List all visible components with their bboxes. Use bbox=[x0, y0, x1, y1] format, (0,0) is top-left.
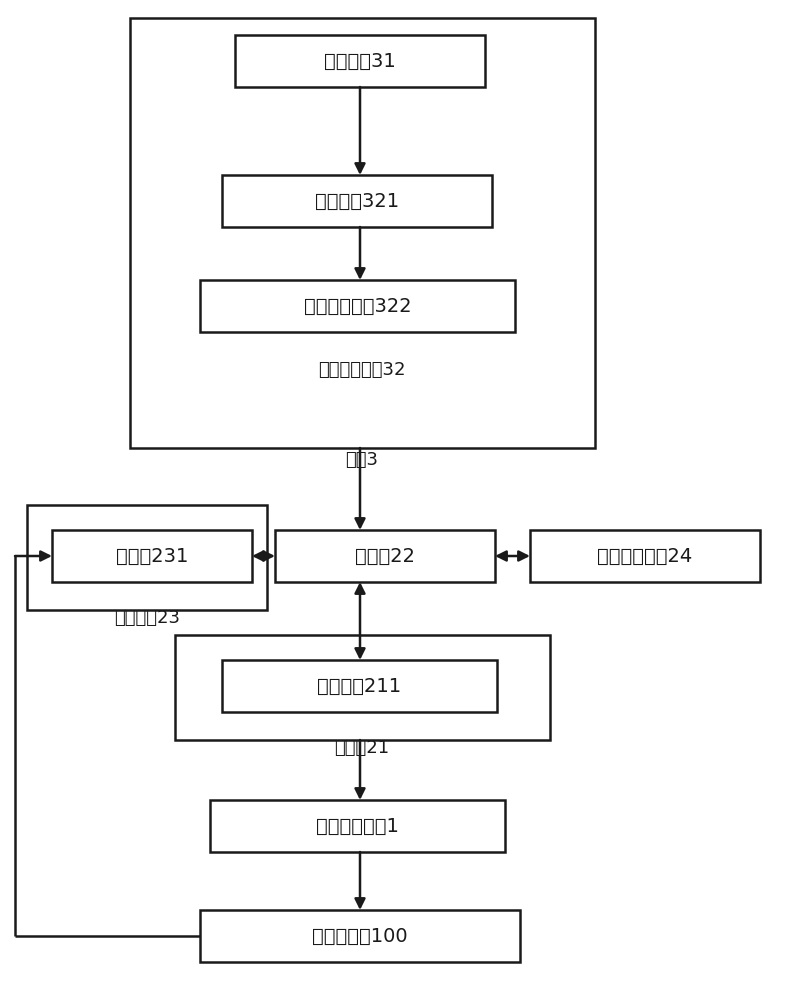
Text: 驱动执行单元1: 驱动执行单元1 bbox=[316, 816, 399, 836]
Bar bbox=[200, 910, 520, 962]
Bar bbox=[530, 530, 760, 582]
Text: 驱动器21: 驱动器21 bbox=[334, 739, 389, 757]
Bar bbox=[275, 530, 495, 582]
Bar bbox=[210, 800, 505, 852]
Text: 驱动电路211: 驱动电路211 bbox=[318, 676, 402, 696]
Text: 传感器231: 传感器231 bbox=[116, 546, 188, 566]
Bar bbox=[200, 280, 515, 332]
Text: 发电绕组31: 发电绕组31 bbox=[324, 51, 396, 70]
Text: 检测单元23: 检测单元23 bbox=[114, 609, 180, 627]
Text: 第二稳压电路322: 第二稳压电路322 bbox=[303, 296, 411, 316]
Bar bbox=[130, 18, 595, 448]
Text: 无线通信机构24: 无线通信机构24 bbox=[597, 546, 693, 566]
Bar bbox=[52, 530, 252, 582]
Bar bbox=[175, 635, 550, 740]
Text: 电力变换机构32: 电力变换机构32 bbox=[318, 361, 406, 379]
Bar bbox=[222, 660, 497, 712]
Bar bbox=[235, 35, 485, 87]
Text: 电源3: 电源3 bbox=[345, 451, 378, 469]
Bar bbox=[175, 148, 550, 363]
Bar bbox=[27, 505, 267, 610]
Text: 控制器22: 控制器22 bbox=[355, 546, 415, 566]
Text: 可运动机构100: 可运动机构100 bbox=[312, 926, 408, 946]
Bar bbox=[222, 175, 492, 227]
Text: 整流电路321: 整流电路321 bbox=[315, 192, 399, 211]
